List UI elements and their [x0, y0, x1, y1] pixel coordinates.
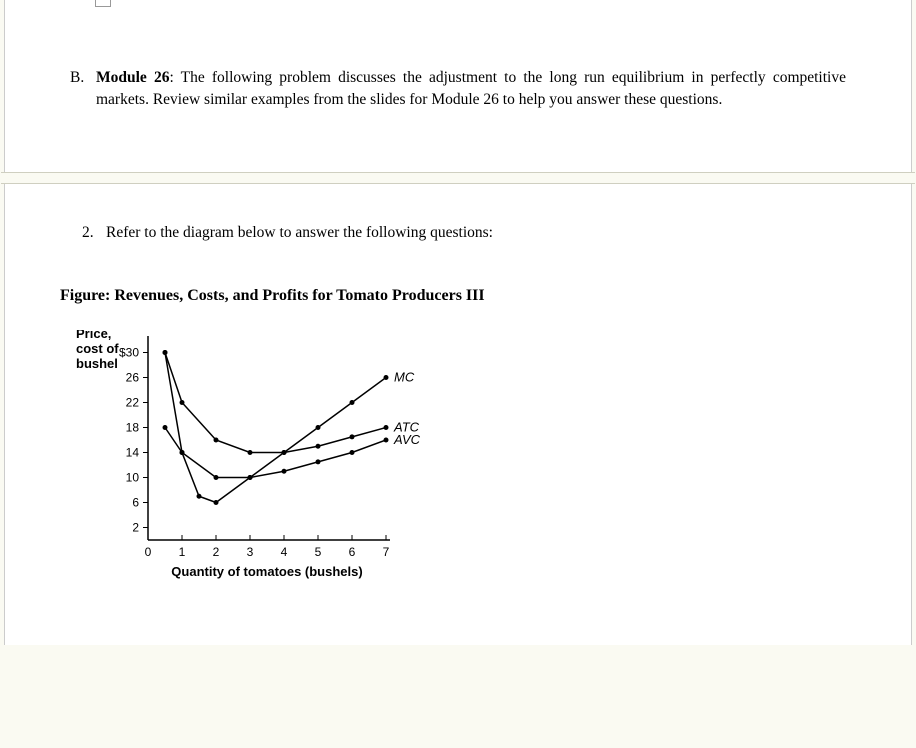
avc-marker: [350, 450, 355, 455]
x-tick-label: 3: [247, 545, 254, 559]
x-axis-label: Quantity of tomatoes (bushels): [171, 564, 362, 579]
y-tick-label: 6: [132, 495, 139, 509]
y-axis-label-line: bushel: [76, 356, 118, 371]
atc-marker: [248, 450, 253, 455]
y-tick-label: 10: [126, 470, 140, 484]
atc-marker: [214, 437, 219, 442]
avc-marker: [214, 475, 219, 480]
lower-section: 2.Refer to the diagram below to answer t…: [5, 184, 911, 645]
mc-marker: [316, 425, 321, 430]
mc-marker: [214, 500, 219, 505]
atc-marker: [384, 425, 389, 430]
q2-text: Refer to the diagram below to answer the…: [106, 224, 493, 241]
section-divider: [1, 172, 915, 184]
x-tick-label: 1: [179, 545, 186, 559]
y-tick-label: 2: [132, 520, 139, 534]
cost-curves-chart: Price,cost ofbushel$30262218141062012345…: [70, 330, 856, 615]
avc-marker: [384, 437, 389, 442]
avc-marker: [316, 459, 321, 464]
atc-marker: [180, 400, 185, 405]
chart-svg: Price,cost ofbushel$30262218141062012345…: [70, 330, 470, 610]
mc-marker: [197, 494, 202, 499]
y-tick-label: $30: [119, 345, 139, 359]
x-tick-label: 2: [213, 545, 220, 559]
y-tick-label: 18: [126, 420, 140, 434]
section-b-body: Module 26: The following problem discuss…: [70, 67, 846, 112]
avc-label: AVC: [393, 432, 421, 447]
mc-line: [165, 352, 386, 502]
y-tick-label: 26: [126, 370, 140, 384]
section-b: B. Module 26: The following problem disc…: [5, 12, 911, 172]
avc-marker: [163, 425, 168, 430]
x-tick-label: 7: [383, 545, 390, 559]
avc-marker: [180, 450, 185, 455]
checkbox-remnant: [95, 0, 111, 7]
mc-marker: [350, 400, 355, 405]
x-tick-label: 0: [145, 545, 152, 559]
mc-marker: [384, 375, 389, 380]
figure-title: Figure: Revenues, Costs, and Profits for…: [60, 287, 856, 305]
module-bold: Module 26: [96, 69, 169, 86]
section-b-text: : The following problem discusses the ad…: [96, 69, 846, 108]
y-axis-label-line: Price,: [76, 330, 111, 341]
avc-marker: [248, 475, 253, 480]
y-tick-label: 22: [126, 395, 140, 409]
avc-marker: [282, 469, 287, 474]
mc-label: MC: [394, 369, 415, 384]
y-tick-label: 14: [126, 445, 140, 459]
atc-marker: [350, 434, 355, 439]
document-page: B. Module 26: The following problem disc…: [4, 0, 912, 645]
x-tick-label: 5: [315, 545, 322, 559]
x-tick-label: 6: [349, 545, 356, 559]
section-b-label: B.: [70, 67, 96, 89]
question-2: 2.Refer to the diagram below to answer t…: [60, 224, 856, 242]
atc-marker: [163, 350, 168, 355]
x-tick-label: 4: [281, 545, 288, 559]
top-crop-area: [5, 0, 911, 12]
atc-marker: [316, 444, 321, 449]
atc-marker: [282, 450, 287, 455]
q2-number: 2.: [82, 224, 106, 242]
y-axis-label-line: cost of: [76, 341, 119, 356]
